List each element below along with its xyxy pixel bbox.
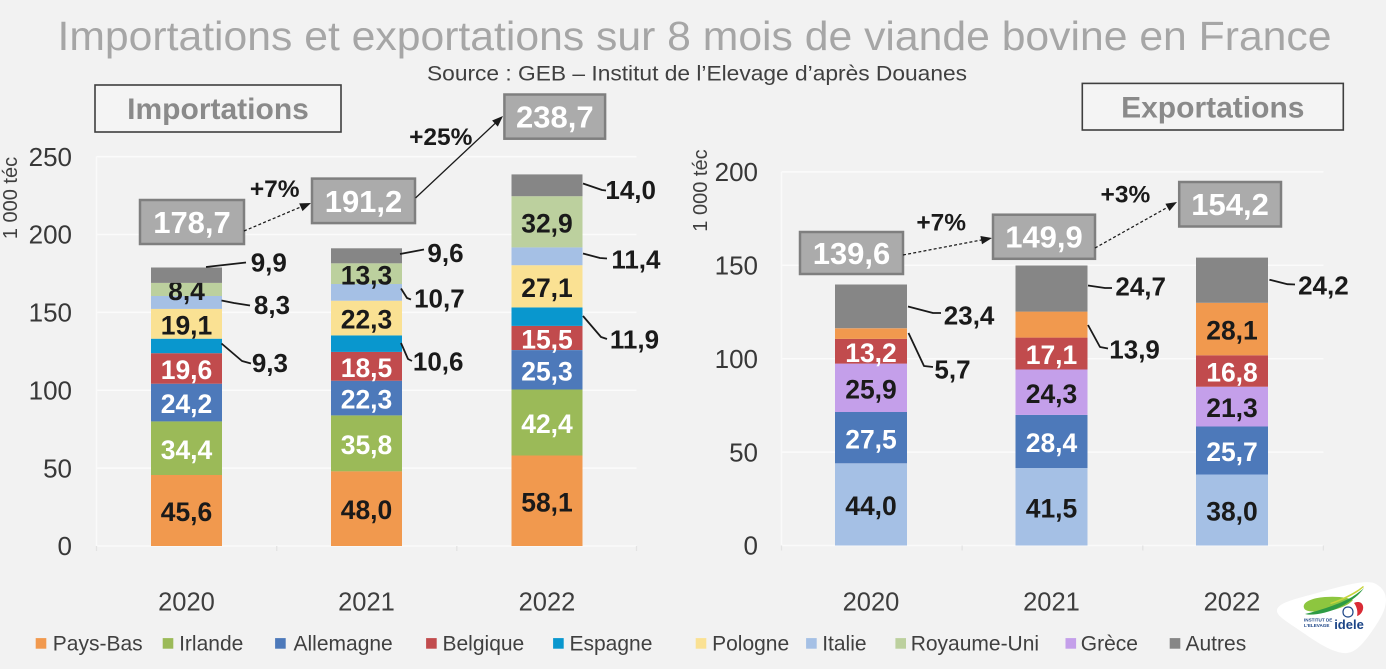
svg-text:50: 50 [729,437,758,467]
svg-text:0: 0 [744,531,758,561]
svg-text:5,7: 5,7 [934,355,970,385]
svg-text:Irlande: Irlande [179,633,243,656]
svg-text:48,0: 48,0 [341,495,393,525]
svg-text:100: 100 [715,344,758,374]
svg-text:38,0: 38,0 [1206,497,1258,527]
svg-text:Grèce: Grèce [1081,633,1138,656]
svg-text:Royaume-Uni: Royaume-Uni [911,633,1039,656]
svg-text:45,6: 45,6 [161,497,213,527]
svg-text:+7%: +7% [916,209,966,236]
svg-text:Pologne: Pologne [712,633,789,656]
svg-text:+25%: +25% [409,124,473,151]
svg-text:25,9: 25,9 [845,374,897,404]
svg-text:11,9: 11,9 [610,325,659,355]
svg-text:24,2: 24,2 [161,389,213,419]
svg-text:150: 150 [715,251,758,281]
svg-text:Exportations: Exportations [1121,91,1304,124]
svg-text:150: 150 [29,298,72,328]
svg-text:191,2: 191,2 [325,184,403,219]
svg-text:35,8: 35,8 [341,430,393,460]
svg-text:2020: 2020 [158,588,215,616]
svg-text:41,5: 41,5 [1026,493,1078,523]
svg-text:Source : GEB – Institut de l’E: Source : GEB – Institut de l’Elevage d’a… [427,62,967,85]
svg-text:9,9: 9,9 [251,248,287,278]
svg-text:139,6: 139,6 [813,236,891,271]
svg-text:32,9: 32,9 [521,208,573,238]
svg-text:8,3: 8,3 [254,290,290,320]
svg-text:250: 250 [29,142,72,172]
svg-text:24,7: 24,7 [1115,272,1166,302]
svg-text:24,2: 24,2 [1298,271,1349,301]
svg-text:Autres: Autres [1186,633,1247,656]
svg-text:200: 200 [29,220,72,250]
svg-text:10,6: 10,6 [413,346,464,376]
svg-text:16,8: 16,8 [1206,358,1258,388]
svg-text:25,7: 25,7 [1206,437,1258,467]
svg-text:9,3: 9,3 [252,348,288,378]
svg-text:11,4: 11,4 [611,244,661,274]
svg-text:2022: 2022 [519,588,576,616]
svg-text:2021: 2021 [1023,588,1080,616]
svg-text:2020: 2020 [843,588,900,616]
svg-text:Belgique: Belgique [443,633,525,656]
svg-text:1 000 téc: 1 000 téc [690,149,712,231]
svg-text:21,3: 21,3 [1206,393,1258,423]
svg-text:100: 100 [29,375,72,405]
svg-text:58,1: 58,1 [521,487,573,517]
svg-text:19,6: 19,6 [161,355,213,385]
svg-text:25,3: 25,3 [521,356,573,386]
svg-text:2022: 2022 [1204,588,1261,616]
svg-text:27,1: 27,1 [521,273,573,303]
svg-text:28,4: 28,4 [1026,428,1078,458]
svg-text:Italie: Italie [822,633,866,656]
svg-text:idele: idele [1334,617,1364,632]
svg-text:13,2: 13,2 [845,338,897,368]
svg-text:Allemagne: Allemagne [294,633,393,656]
svg-text:Pays-Bas: Pays-Bas [53,633,143,656]
svg-text:22,3: 22,3 [341,305,393,335]
svg-text:2021: 2021 [338,588,395,616]
svg-text:19,1: 19,1 [161,310,213,340]
svg-text:28,1: 28,1 [1206,316,1258,346]
svg-text:238,7: 238,7 [516,100,594,135]
svg-text:22,3: 22,3 [341,385,393,415]
svg-text:154,2: 154,2 [1191,187,1269,222]
svg-text:44,0: 44,0 [845,491,897,521]
svg-text:+7%: +7% [250,176,300,203]
svg-text:178,7: 178,7 [153,205,231,240]
svg-text:+3%: +3% [1101,182,1151,209]
svg-text:INSTITUT DE: INSTITUT DE [1304,618,1332,623]
svg-text:200: 200 [715,157,758,187]
svg-text:13,3: 13,3 [341,260,393,290]
svg-text:Espagne: Espagne [570,633,653,656]
svg-text:23,4: 23,4 [944,300,995,330]
svg-text:17,1: 17,1 [1026,340,1078,370]
svg-text:13,9: 13,9 [1109,335,1160,365]
svg-text:27,5: 27,5 [845,424,897,454]
svg-text:42,4: 42,4 [521,409,573,439]
svg-text:149,9: 149,9 [1005,220,1083,255]
svg-text:24,3: 24,3 [1026,379,1078,409]
svg-text:18,5: 18,5 [341,353,393,383]
svg-text:34,4: 34,4 [161,435,213,465]
svg-text:9,6: 9,6 [427,238,463,268]
svg-text:0: 0 [58,531,72,561]
svg-text:10,7: 10,7 [414,284,465,314]
svg-text:L’ELEVAGE: L’ELEVAGE [1304,623,1329,628]
svg-text:1 000 téc: 1 000 téc [0,157,22,239]
svg-text:14,0: 14,0 [605,175,656,205]
svg-text:Importations et exportations s: Importations et exportations sur 8 mois … [58,13,1332,59]
svg-text:Importations: Importations [127,93,309,126]
svg-text:50: 50 [43,453,72,483]
svg-text:15,5: 15,5 [521,325,573,355]
